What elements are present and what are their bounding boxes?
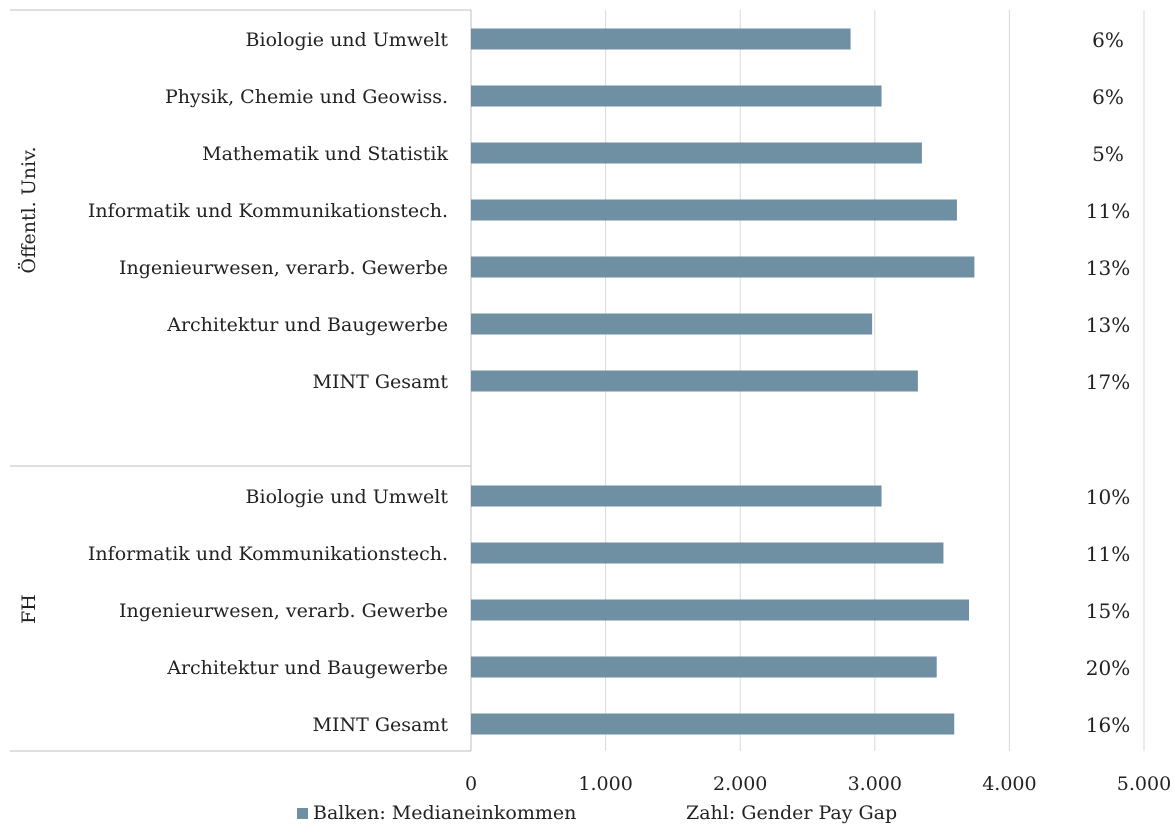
category-label: Architektur und Baugewerbe <box>166 657 448 679</box>
pay-gap-label: 6% <box>1092 28 1124 52</box>
bar <box>471 713 955 735</box>
category-label: Ingenieurwesen, verarb. Gewerbe <box>119 257 448 279</box>
bar <box>471 256 975 278</box>
bar <box>471 485 882 507</box>
pay-gap-label: 15% <box>1086 599 1130 623</box>
pay-gap-label: 5% <box>1092 142 1124 166</box>
pay-gap-label: 11% <box>1086 542 1130 566</box>
bar <box>471 199 957 221</box>
pay-gap-label: 13% <box>1086 313 1130 337</box>
category-label: Architektur und Baugewerbe <box>166 314 448 336</box>
category-label: Informatik und Kommunikationstech. <box>88 200 448 222</box>
category-label: Biologie und Umwelt <box>246 29 449 51</box>
legend-numbers-label: Zahl: Gender Pay Gap <box>686 802 897 824</box>
category-label: Informatik und Kommunikationstech. <box>88 543 448 565</box>
category-label: Physik, Chemie und Geowiss. <box>165 86 448 108</box>
x-tick-label: 2.000 <box>713 773 767 795</box>
category-label: MINT Gesamt <box>313 371 449 393</box>
x-tick-label: 3.000 <box>848 773 902 795</box>
pay-gap-label: 11% <box>1086 199 1130 223</box>
pay-gap-label: 6% <box>1092 85 1124 109</box>
x-tick-label: 5.000 <box>1117 773 1171 795</box>
category-label: Ingenieurwesen, verarb. Gewerbe <box>119 600 448 622</box>
category-label: Biologie und Umwelt <box>246 486 449 508</box>
category-label: MINT Gesamt <box>313 714 449 736</box>
x-tick-label: 4.000 <box>982 773 1036 795</box>
bar <box>471 142 922 164</box>
pay-gap-label: 13% <box>1086 256 1130 280</box>
bar <box>471 542 944 564</box>
bar <box>471 313 873 335</box>
pay-gap-label: 17% <box>1086 370 1130 394</box>
group-label: Öffentl. Univ. <box>17 146 40 273</box>
bar <box>471 85 882 107</box>
x-tick-label: 0 <box>465 773 477 795</box>
bar <box>471 28 851 50</box>
bar <box>471 599 970 621</box>
bar <box>471 656 937 678</box>
legend-swatch <box>297 808 308 819</box>
category-label: Mathematik und Statistik <box>202 143 448 165</box>
pay-gap-label: 20% <box>1086 656 1130 680</box>
pay-gap-label: 10% <box>1086 485 1130 509</box>
pay-gap-label: 16% <box>1086 713 1130 737</box>
bar <box>471 370 918 392</box>
legend-bars-label: Balken: Medianeinkommen <box>313 802 576 824</box>
x-tick-label: 1.000 <box>578 773 632 795</box>
group-label: FH <box>18 594 40 624</box>
